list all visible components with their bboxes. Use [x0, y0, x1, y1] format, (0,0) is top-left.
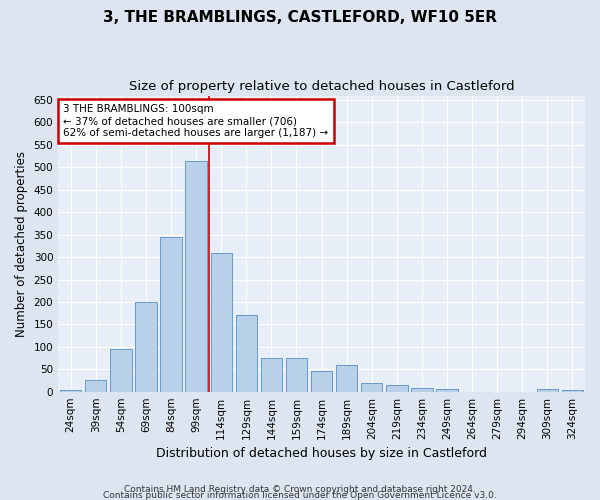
Bar	[211, 252, 232, 392]
Text: 3, THE BRAMBLINGS, CASTLEFORD, WF10 5ER: 3, THE BRAMBLINGS, CASTLEFORD, WF10 5ER	[103, 10, 497, 25]
Bar	[386, 385, 407, 392]
Bar	[436, 390, 458, 392]
Bar	[361, 382, 382, 392]
Bar	[537, 390, 558, 392]
Bar	[311, 372, 332, 392]
Text: Contains public sector information licensed under the Open Government Licence v3: Contains public sector information licen…	[103, 490, 497, 500]
Bar	[261, 358, 282, 392]
Bar	[236, 316, 257, 392]
Title: Size of property relative to detached houses in Castleford: Size of property relative to detached ho…	[129, 80, 514, 93]
X-axis label: Distribution of detached houses by size in Castleford: Distribution of detached houses by size …	[156, 447, 487, 460]
Bar	[286, 358, 307, 392]
Bar	[336, 365, 358, 392]
Bar	[160, 237, 182, 392]
Bar	[60, 390, 82, 392]
Text: 3 THE BRAMBLINGS: 100sqm
← 37% of detached houses are smaller (706)
62% of semi-: 3 THE BRAMBLINGS: 100sqm ← 37% of detach…	[64, 104, 329, 138]
Bar	[136, 302, 157, 392]
Bar	[562, 390, 583, 392]
Bar	[411, 388, 433, 392]
Bar	[110, 349, 131, 392]
Bar	[185, 160, 207, 392]
Text: Contains HM Land Registry data © Crown copyright and database right 2024.: Contains HM Land Registry data © Crown c…	[124, 484, 476, 494]
Y-axis label: Number of detached properties: Number of detached properties	[15, 150, 28, 336]
Bar	[85, 380, 106, 392]
